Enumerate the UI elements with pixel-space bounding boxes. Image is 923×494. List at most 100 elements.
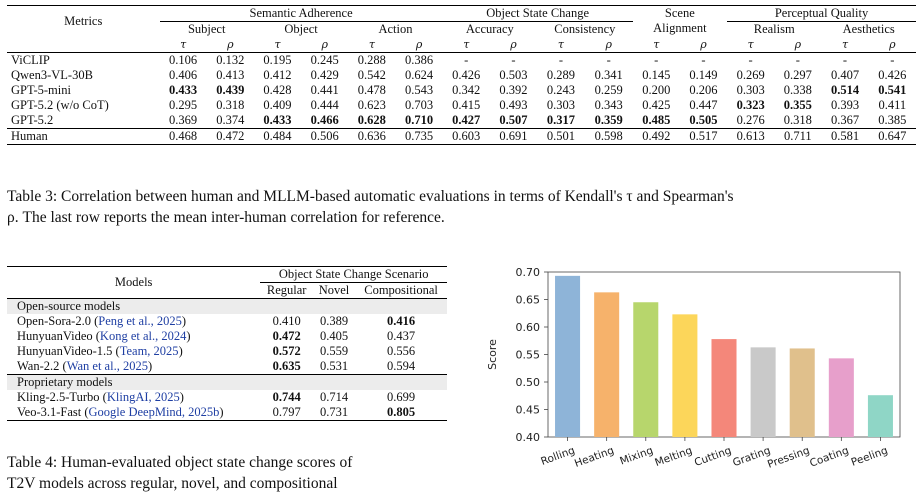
cell-value: - <box>464 53 469 67</box>
row-label: GPT-5-mini <box>11 83 71 97</box>
table-cell: 0.406 <box>160 68 207 83</box>
y-tick-label: 0.60 <box>516 321 541 334</box>
citation-link[interactable]: Kong et al., 2024 <box>99 329 187 343</box>
y-axis-label: Score <box>486 339 499 370</box>
cell-value: 0.613 <box>736 129 765 143</box>
table-cell: 0.472 <box>207 129 254 145</box>
table-cell: 0.428 <box>254 83 301 98</box>
rho-header: ρ <box>700 38 707 51</box>
table-cell: 0.145 <box>633 68 680 83</box>
caption-line: Table 4: Human-evaluated object state ch… <box>7 454 353 471</box>
table-cell: 0.433 <box>254 113 301 129</box>
cell-value: 0.416 <box>386 314 416 328</box>
cell-value: 0.341 <box>594 68 623 82</box>
cell-value: 0.468 <box>169 129 198 143</box>
tau-header: τ <box>653 38 660 51</box>
cell-value: 0.428 <box>263 83 292 97</box>
x-tick-label: Coating <box>808 445 850 470</box>
model-name-cell: HunyuanVideo (Kong et al., 2024) <box>17 329 191 343</box>
cell-value: 0.714 <box>319 390 349 404</box>
cell-value: 0.805 <box>386 405 416 419</box>
cell-value: 0.303 <box>546 98 575 112</box>
table-cell: 0.805 <box>355 405 447 421</box>
table-cell: 0.505 <box>680 113 727 129</box>
table-cell: 0.468 <box>160 129 207 145</box>
model-name-cell: Kling-2.5-Turbo (KlingAI, 2025) <box>17 390 184 404</box>
cell-value: 0.603 <box>452 129 481 143</box>
table-cell: 0.206 <box>680 83 727 98</box>
table-cell: 0.492 <box>633 129 680 145</box>
rho-header: ρ <box>794 38 802 51</box>
table-cell: 0.303 <box>727 83 774 98</box>
cell-value: 0.410 <box>272 314 301 328</box>
cell-value: 0.342 <box>452 83 481 97</box>
cell-value: 0.439 <box>216 83 245 97</box>
subgroup-header: Realism <box>727 21 822 37</box>
cell-value: 0.472 <box>216 129 245 143</box>
table-cell: - <box>774 53 821 69</box>
citation-link[interactable]: Google DeepMind, 2025b <box>88 405 220 419</box>
cell-value: 0.484 <box>263 129 292 143</box>
subgroup-header: Action <box>348 21 443 37</box>
cell-value: 0.506 <box>310 129 339 143</box>
cell-value: 0.493 <box>499 98 528 112</box>
table-cell: 0.437 <box>355 329 447 344</box>
cell-value: 0.647 <box>878 129 907 143</box>
cell-value: 0.288 <box>357 53 386 67</box>
cell-value: 0.426 <box>878 68 907 82</box>
x-tick-label: Melting <box>653 445 694 470</box>
row-label: GPT-5.2 <box>11 113 54 127</box>
cell-value: 0.405 <box>319 329 349 343</box>
table-cell: 0.598 <box>585 129 633 145</box>
cell-value: 0.541 <box>878 83 907 97</box>
cell-value: 0.393 <box>830 98 860 112</box>
group-header: Semantic Adherence <box>159 5 443 22</box>
table-cell: - <box>869 53 916 69</box>
table-cell: 0.323 <box>727 98 774 113</box>
bar <box>555 275 581 437</box>
table-cell: 0.288 <box>348 53 395 69</box>
cell-value: 0.543 <box>404 83 434 97</box>
col-header: Regular <box>266 283 307 297</box>
citation-link[interactable]: KlingAI, 2025 <box>106 390 180 404</box>
cell-value: - <box>654 53 659 67</box>
table-row: GPT-5.2 (w/o CoT) 0.295 0.318 0.409 0.444 0.6… <box>7 98 916 113</box>
table-row: HunyuanVideo (Kong et al., 2024) 0.472 0.4… <box>7 329 447 344</box>
table-cell: 0.714 <box>313 390 355 405</box>
table-cell: - <box>633 53 680 69</box>
cell-value: 0.367 <box>830 113 860 127</box>
cell-value: 0.559 <box>319 344 349 358</box>
table-cell: 0.711 <box>774 129 821 145</box>
table-cell: 0.341 <box>585 68 633 83</box>
table-row: Human 0.468 0.472 0.484 0.506 0.636 0.735 0.603… <box>7 128 916 145</box>
cell-value: 0.359 <box>594 113 623 127</box>
cell-value: 0.624 <box>404 68 434 82</box>
table-cell: - <box>443 53 490 69</box>
section-row: Open-source models <box>7 298 447 314</box>
citation-link[interactable]: Team, 2025 <box>119 344 179 358</box>
cell-value: 0.437 <box>386 329 416 343</box>
group-header: Perceptual Quality <box>727 5 916 22</box>
bar <box>594 292 620 437</box>
model-name: Wan-2.2 <box>17 359 60 373</box>
table-cell: - <box>585 53 633 69</box>
tau-header: τ <box>463 38 470 51</box>
metrics-header: Metrics <box>7 5 160 37</box>
table-cell: 0.195 <box>254 53 301 69</box>
table-cell: 0.425 <box>633 98 680 113</box>
table-row: Qwen3-VL-30B 0.406 0.413 0.412 0.429 0.542 0.6… <box>7 68 916 83</box>
cell-value: 0.355 <box>783 98 812 112</box>
citation-link[interactable]: Wan et al., 2025 <box>66 359 148 373</box>
cell-value: 0.598 <box>594 129 623 143</box>
table-row: Veo-3.1-Fast (Google DeepMind, 2025b) 0.7… <box>7 405 447 421</box>
cell-value: 0.507 <box>499 113 528 127</box>
table-cell: 0.243 <box>537 83 585 98</box>
table-cell: - <box>727 53 774 69</box>
table-cell: 0.699 <box>355 390 447 405</box>
y-tick-label: 0.45 <box>516 404 541 417</box>
table-cell: 0.429 <box>301 68 348 83</box>
cell-value: 0.691 <box>499 129 528 143</box>
table-cell: - <box>537 53 585 69</box>
citation-link[interactable]: Peng et al., 2025 <box>98 314 182 328</box>
table-cell: 0.444 <box>301 98 348 113</box>
